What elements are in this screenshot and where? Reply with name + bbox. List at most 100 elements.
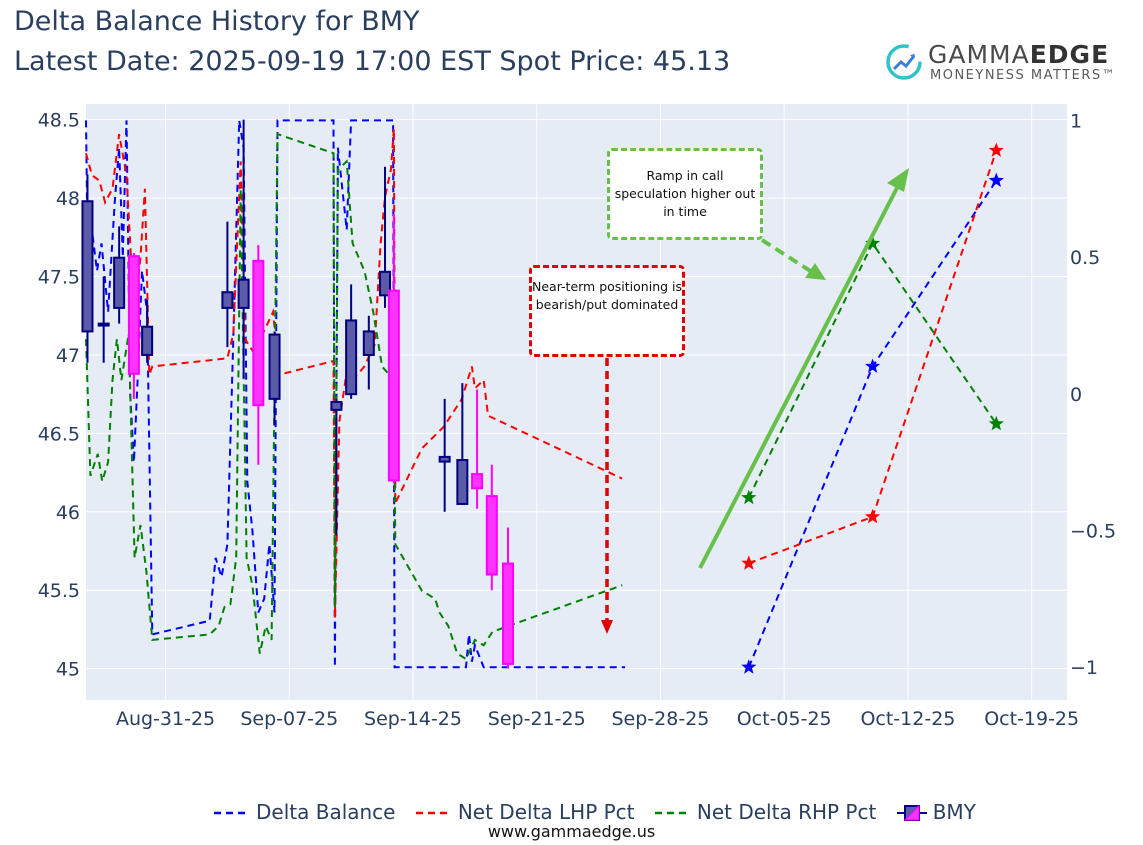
star-marker: [741, 555, 757, 570]
x-tick-label: Oct-05-25: [737, 708, 832, 730]
legend-item-rhp[interactable]: Net Delta RHP Pct: [654, 799, 877, 824]
x-axis: Aug-31-25 Sep-07-25 Sep-14-25 Sep-21-25 Sep-…: [116, 708, 1079, 730]
candle-body: [362, 330, 375, 356]
x-tick-label: Sep-07-25: [240, 708, 338, 730]
candle: [330, 398, 343, 536]
legend-label: Net Delta LHP Pct: [457, 799, 635, 824]
star-marker: [741, 659, 757, 674]
annotation-arrows: [601, 168, 909, 634]
green-trend-arrowhead: [887, 168, 909, 192]
y-left-tick-label: 45: [56, 659, 80, 681]
legend-item-lhp[interactable]: Net Delta LHP Pct: [415, 799, 635, 824]
y-left-tick-label: 46.5: [38, 423, 80, 445]
y-left-tick-label: 45.5: [38, 580, 80, 602]
candle-body: [237, 278, 250, 309]
y-right-tick-label: −1: [1070, 657, 1098, 679]
candle-body: [345, 319, 358, 396]
candle-body: [471, 473, 484, 490]
y-left-tick-label: 48: [56, 188, 80, 210]
candle: [345, 284, 358, 399]
star-marker: [741, 489, 757, 505]
y-axis-right: −1 −0.5 0 0.5 1: [1070, 110, 1116, 679]
legend-label: Delta Balance: [256, 799, 396, 824]
series-line-net-delta-lhp-pct: [85, 128, 623, 619]
x-tick-label: Sep-28-25: [612, 708, 710, 730]
star-marker: [988, 142, 1004, 157]
legend-label: BMY: [932, 799, 976, 824]
legend-swatch-delta-balance: [214, 811, 250, 815]
legend-swatch-lhp: [415, 811, 452, 815]
candle: [113, 226, 126, 324]
red-dashed-pointer-head: [601, 620, 613, 634]
candle-body: [81, 200, 94, 333]
annotation-bearish-near-term: Near-term positioning is bearish/put dom…: [529, 265, 685, 357]
candle-body: [127, 255, 140, 375]
y-left-tick-label: 47: [56, 345, 80, 367]
candle-body: [141, 325, 154, 356]
star-markers: [741, 142, 1004, 674]
legend-label: Net Delta RHP Pct: [696, 799, 877, 824]
candle: [221, 221, 234, 348]
y-left-tick-label: 46: [56, 502, 80, 524]
candle: [387, 213, 400, 484]
candle-body: [97, 322, 110, 327]
footer-url: www.gammaedge.us: [487, 822, 656, 841]
candle: [141, 300, 154, 363]
candle: [379, 166, 392, 308]
y-right-tick-label: 0.5: [1070, 247, 1100, 269]
candle-body: [221, 291, 234, 309]
x-tick-label: Sep-14-25: [364, 708, 462, 730]
x-tick-label: Oct-12-25: [860, 708, 955, 730]
candle-body: [456, 459, 469, 505]
candle: [438, 398, 451, 512]
candle: [362, 315, 375, 390]
y-right-tick-label: −0.5: [1070, 520, 1116, 542]
candle: [127, 253, 140, 399]
x-tick-label: Oct-19-25: [984, 708, 1079, 730]
candle: [502, 527, 515, 669]
gammaedge-logo: GAMMAEDGE MONEYNESS MATTERS™: [882, 38, 1132, 90]
logo-tagline: MONEYNESS MATTERS™: [930, 68, 1117, 83]
star-marker: [988, 415, 1004, 431]
candle-body: [379, 270, 392, 297]
legend-swatch-rhp: [654, 811, 691, 815]
trend-arrow-circle-icon: [886, 44, 922, 80]
candle: [81, 174, 94, 363]
star-marker: [865, 358, 881, 373]
candle-body: [438, 455, 451, 463]
candle: [456, 383, 469, 505]
legend-item-bmy[interactable]: BMY: [896, 799, 976, 824]
candle-body: [502, 562, 515, 665]
star-marker: [988, 172, 1004, 187]
candle-body: [387, 289, 400, 482]
y-axis-left: 45 45.5 46 46.5 47 47.5 48 48.5: [38, 110, 80, 681]
candle-body: [485, 495, 498, 576]
chart-subtitle: Latest Date: 2025-09-19 17:00 EST Spot P…: [14, 46, 731, 77]
plot-area: [86, 104, 1067, 700]
candle: [97, 276, 110, 363]
star-marker: [865, 508, 881, 524]
green-dashed-pointer-head: [805, 263, 826, 280]
candle-body: [113, 256, 126, 309]
y-left-tick-label: 47.5: [38, 267, 80, 289]
candle: [268, 331, 281, 426]
annotation-call-speculation: Ramp in call speculation higher out in t…: [607, 148, 763, 240]
y-right-tick-label: 1: [1070, 110, 1082, 132]
candlesticks: [81, 119, 515, 669]
candle-body: [268, 333, 281, 400]
series-line-net-delta-rhp-pct: [85, 132, 623, 661]
legend: Delta Balance Net Delta LHP Pct Net Delt…: [214, 798, 990, 826]
candle-body: [330, 401, 343, 411]
delta-balance-chart: 45 45.5 46 46.5 47 47.5 48 48.5 −1 −0.5 0 0.5 1 Aug…: [38, 104, 1116, 730]
y-left-tick-label: 48.5: [38, 110, 80, 132]
candle: [485, 464, 498, 591]
candle: [252, 245, 265, 465]
x-tick-label: Aug-31-25: [116, 708, 215, 730]
star-marker: [865, 235, 881, 250]
x-tick-label: Sep-21-25: [488, 708, 586, 730]
candle: [237, 119, 250, 379]
legend-swatch-bmy: [896, 804, 927, 821]
candle-body: [252, 259, 265, 407]
legend-item-delta-balance[interactable]: Delta Balance: [214, 800, 395, 824]
candle: [471, 389, 484, 509]
